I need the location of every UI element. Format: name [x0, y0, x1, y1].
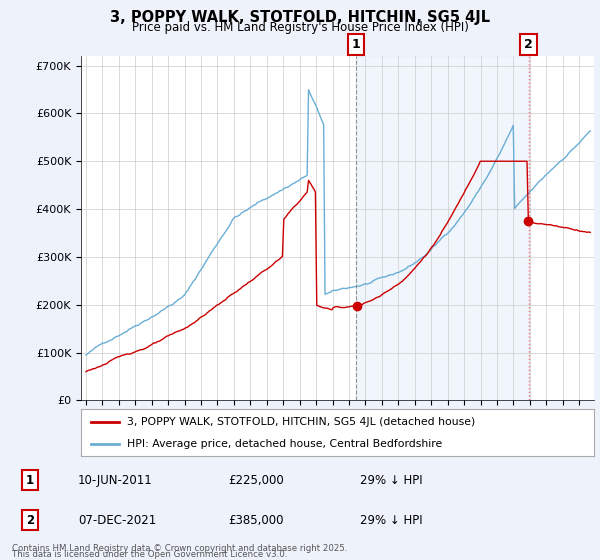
Text: 29% ↓ HPI: 29% ↓ HPI	[360, 474, 422, 487]
Text: 2: 2	[26, 514, 34, 527]
Text: 2: 2	[524, 38, 533, 51]
Text: Price paid vs. HM Land Registry's House Price Index (HPI): Price paid vs. HM Land Registry's House …	[131, 21, 469, 34]
Text: HPI: Average price, detached house, Central Bedfordshire: HPI: Average price, detached house, Cent…	[127, 438, 442, 449]
Text: 29% ↓ HPI: 29% ↓ HPI	[360, 514, 422, 527]
Text: £385,000: £385,000	[228, 514, 284, 527]
Text: 1: 1	[352, 38, 361, 51]
Text: 3, POPPY WALK, STOTFOLD, HITCHIN, SG5 4JL: 3, POPPY WALK, STOTFOLD, HITCHIN, SG5 4J…	[110, 10, 490, 25]
Text: 10-JUN-2011: 10-JUN-2011	[78, 474, 153, 487]
Text: This data is licensed under the Open Government Licence v3.0.: This data is licensed under the Open Gov…	[12, 550, 287, 559]
Text: 07-DEC-2021: 07-DEC-2021	[78, 514, 156, 527]
Text: £225,000: £225,000	[228, 474, 284, 487]
Text: 3, POPPY WALK, STOTFOLD, HITCHIN, SG5 4JL (detached house): 3, POPPY WALK, STOTFOLD, HITCHIN, SG5 4J…	[127, 417, 475, 427]
Text: 1: 1	[26, 474, 34, 487]
Bar	[356, 56, 529, 400]
Text: Contains HM Land Registry data © Crown copyright and database right 2025.: Contains HM Land Registry data © Crown c…	[12, 544, 347, 553]
